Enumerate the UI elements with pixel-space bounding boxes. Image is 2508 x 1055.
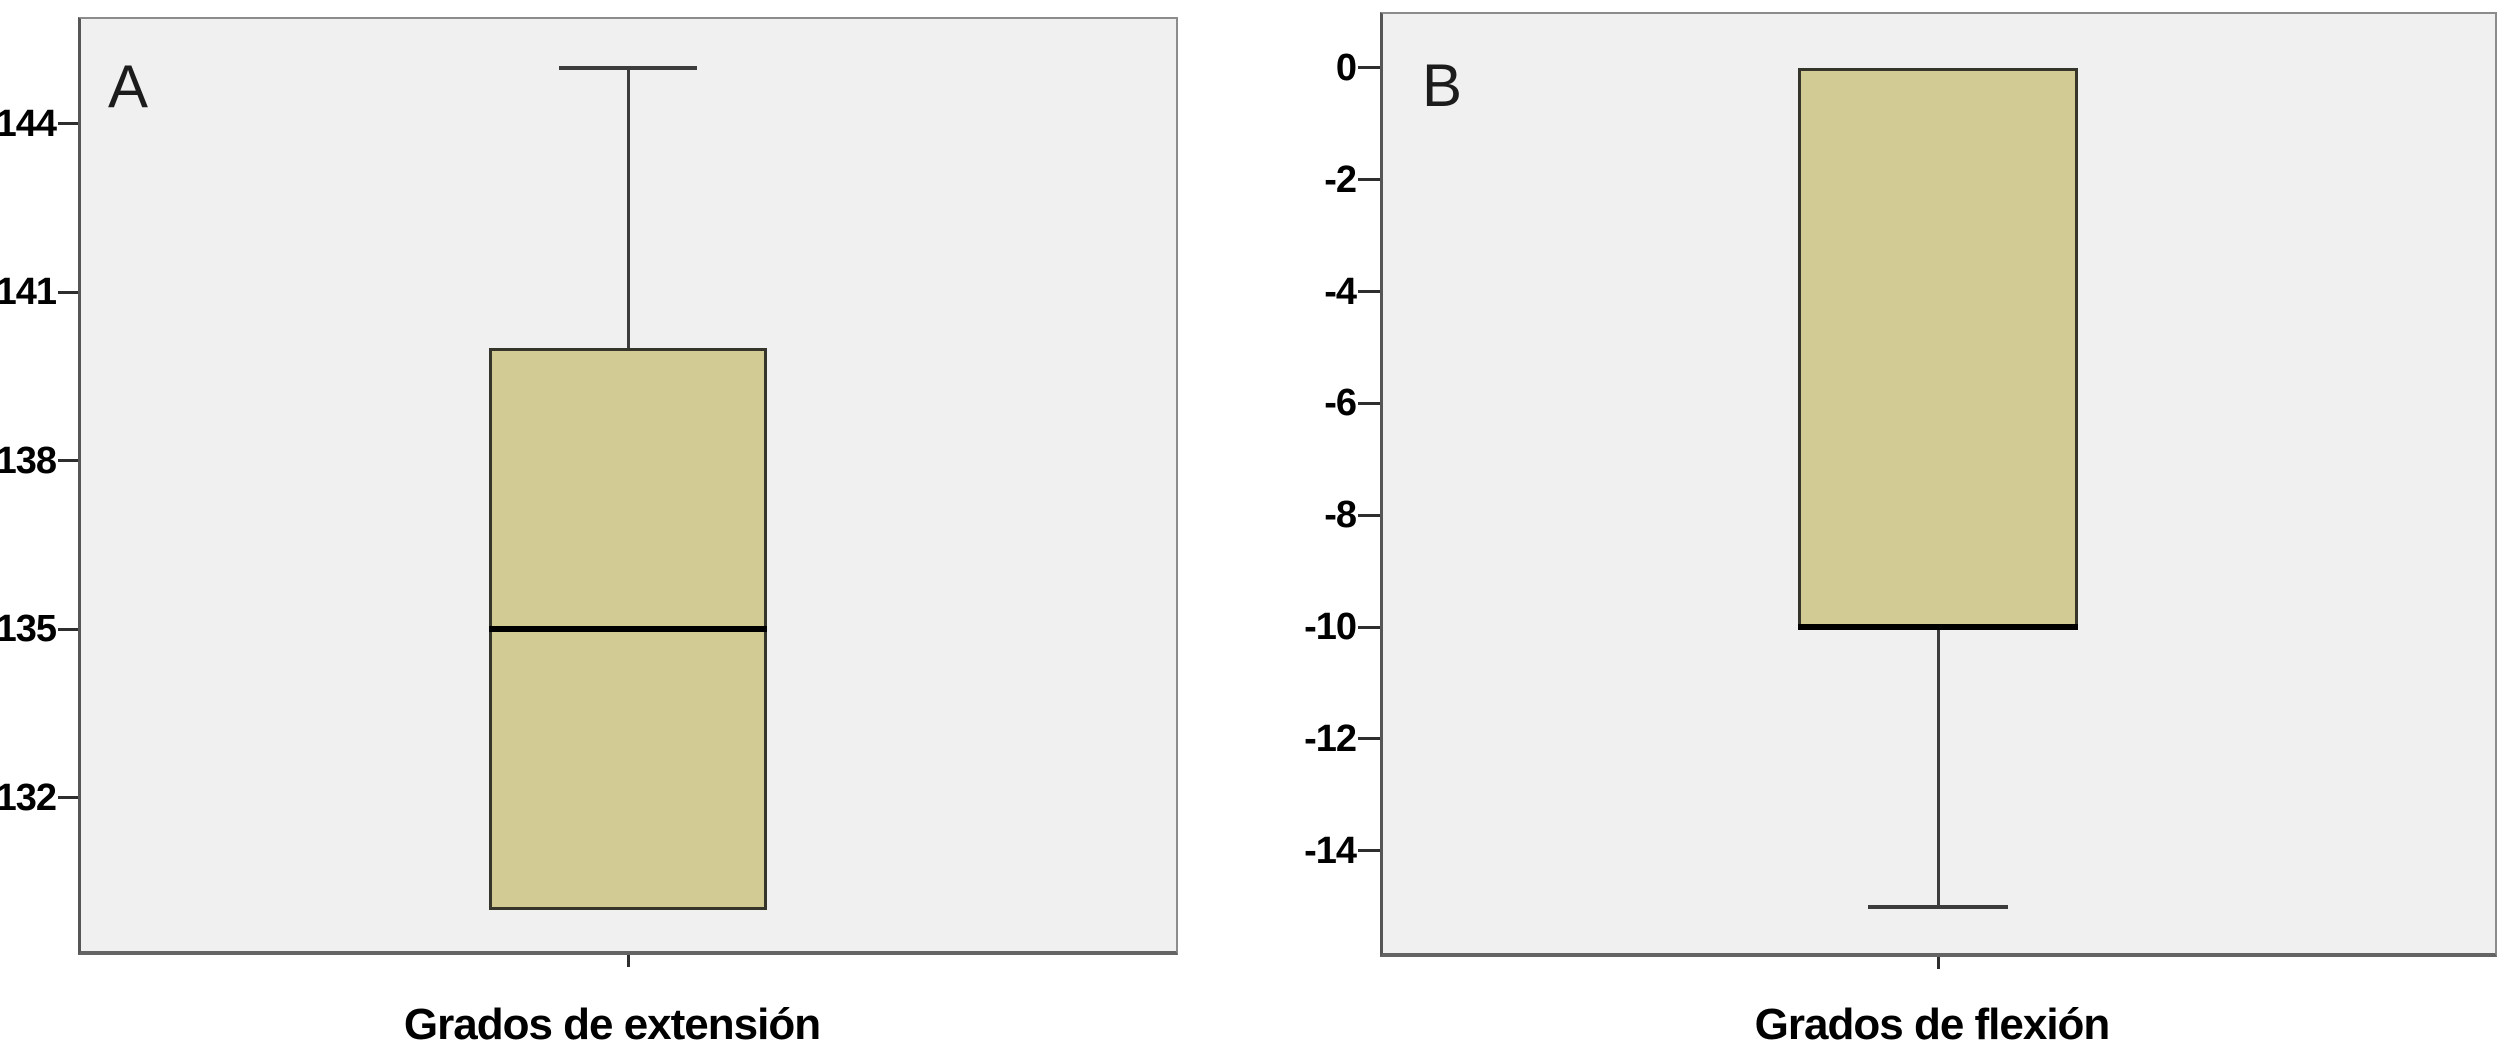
panel-letter: A <box>108 53 149 120</box>
y-tick-mark <box>1358 290 1380 294</box>
x-axis-title: Grados de extensión <box>403 1000 821 1049</box>
y-tick-label: -14 <box>1304 829 1357 872</box>
y-tick-label: 132 <box>0 776 57 819</box>
y-tick-label: -10 <box>1304 606 1357 649</box>
y-tick-mark <box>1358 513 1380 517</box>
upper-whisker-cap <box>559 65 697 70</box>
y-tick-mark <box>1358 178 1380 182</box>
category-tick-mark <box>626 955 630 967</box>
median-line <box>1798 624 2078 631</box>
y-tick-mark <box>58 796 78 800</box>
y-tick-mark <box>58 290 78 294</box>
y-tick-mark <box>58 459 78 463</box>
y-tick-mark <box>1358 849 1380 853</box>
x-axis-title: Grados de flexión <box>1754 1000 2111 1049</box>
y-tick-label: 135 <box>0 608 57 651</box>
lower-whisker-cap <box>1868 904 2008 909</box>
y-tick-label: 141 <box>0 271 57 314</box>
lower-whisker-line <box>1936 627 1940 907</box>
panel-letter: B <box>1422 52 1463 119</box>
y-tick-label: -8 <box>1324 494 1357 537</box>
y-tick-label: 0 <box>1335 46 1357 89</box>
category-tick-mark <box>1936 957 1940 969</box>
y-tick-label: -4 <box>1324 270 1357 313</box>
y-tick-mark <box>1358 401 1380 405</box>
y-tick-mark <box>58 627 78 631</box>
y-tick-label: -2 <box>1324 158 1357 201</box>
y-tick-mark <box>1358 625 1380 629</box>
y-tick-mark <box>58 122 78 126</box>
y-tick-mark <box>1358 66 1380 70</box>
y-tick-label: 138 <box>0 439 57 482</box>
y-tick-label: 144 <box>0 102 57 145</box>
iqr-box <box>1798 67 2078 628</box>
y-tick-label: -12 <box>1304 717 1357 760</box>
y-tick-label: -6 <box>1324 382 1357 425</box>
median-line <box>489 626 767 633</box>
y-tick-mark <box>1358 737 1380 741</box>
upper-whisker-line <box>626 67 630 349</box>
